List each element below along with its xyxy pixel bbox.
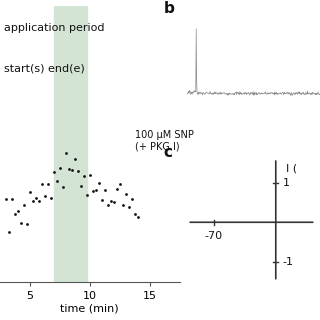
Point (84, 193, 89, 198)
Point (33, 196, 38, 201)
Point (117, 182, 122, 187)
Point (105, 203, 110, 208)
Point (6, 230, 12, 235)
Point (45, 181, 51, 186)
Text: -70: -70 (205, 231, 223, 241)
X-axis label: time (min): time (min) (60, 303, 119, 313)
Point (21, 203, 27, 208)
Point (51, 170, 56, 175)
Point (114, 187, 119, 192)
Point (66, 167, 71, 172)
Point (48, 196, 53, 201)
Point (81, 173, 86, 179)
Point (132, 211, 137, 216)
Point (123, 191, 128, 196)
Point (96, 181, 101, 186)
Point (120, 202, 125, 207)
Point (75, 168, 80, 173)
Point (129, 196, 134, 201)
Point (87, 172, 92, 177)
Point (27, 190, 32, 195)
Point (63, 150, 68, 156)
Point (54, 179, 60, 184)
Point (111, 200, 116, 205)
Point (126, 204, 131, 209)
Point (18, 220, 23, 226)
Point (12, 212, 18, 217)
Point (9, 197, 14, 202)
Point (108, 199, 113, 204)
Point (60, 184, 65, 189)
Point (90, 188, 95, 193)
Point (78, 184, 83, 189)
Point (30, 199, 36, 204)
Text: 1: 1 (283, 178, 290, 188)
Text: application period: application period (4, 23, 104, 33)
Bar (54, 6, 87, 282)
Text: start(s) end(e): start(s) end(e) (4, 64, 84, 74)
Point (69, 168, 74, 173)
Text: I (: I ( (286, 164, 298, 174)
Text: 100 μM SNP
(+ PKG I): 100 μM SNP (+ PKG I) (135, 130, 194, 152)
Point (24, 221, 29, 226)
Text: b: b (164, 1, 174, 16)
Point (42, 193, 47, 198)
Point (102, 188, 107, 193)
Point (15, 208, 20, 213)
Point (39, 182, 44, 187)
Point (72, 156, 77, 162)
Point (36, 198, 42, 204)
Point (4, 197, 9, 202)
Point (57, 166, 62, 171)
Text: c: c (164, 145, 172, 160)
Point (135, 215, 140, 220)
Text: -1: -1 (283, 257, 294, 267)
Point (93, 188, 98, 193)
Point (99, 197, 104, 202)
